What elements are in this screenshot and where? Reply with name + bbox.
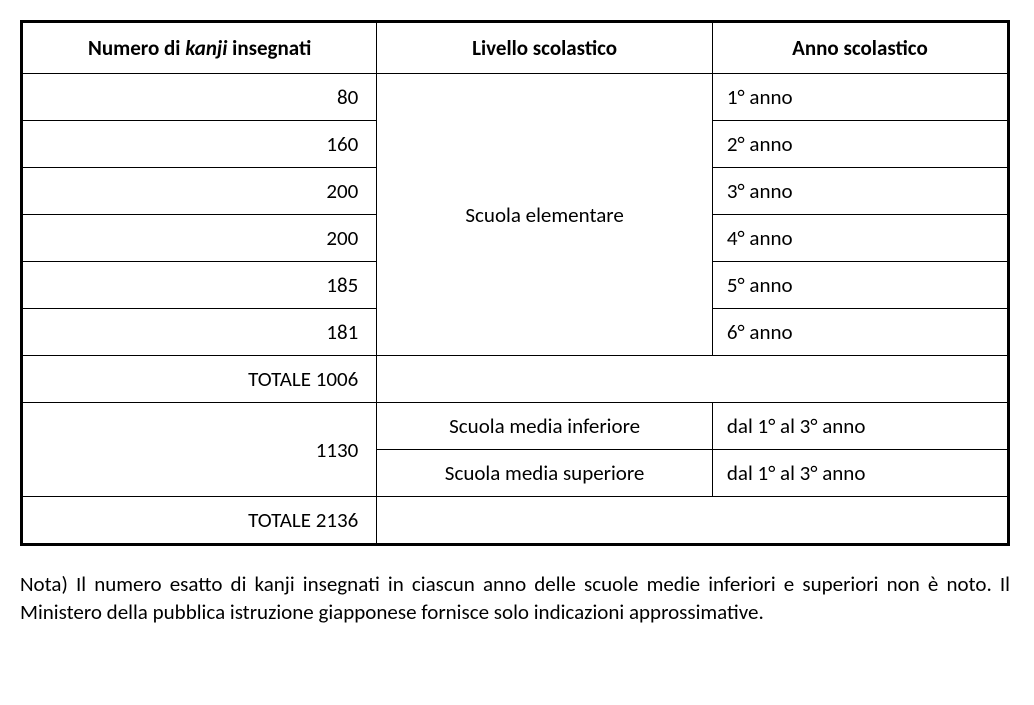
header-year: Anno scolastico (712, 22, 1008, 74)
school-year: 4° anno (712, 215, 1008, 262)
table-row: 1130 Scuola media inferiore dal 1° al 3°… (22, 403, 1009, 450)
empty-cell (377, 356, 1009, 403)
empty-cell (377, 497, 1009, 545)
level-middle-lower: Scuola media inferiore (377, 403, 713, 450)
subtotal-row: TOTALE 1006 (22, 356, 1009, 403)
kanji-count-middle: 1130 (22, 403, 377, 497)
kanji-table: Numero di kanji insegnati Livello scolas… (20, 20, 1010, 546)
school-year: 2° anno (712, 121, 1008, 168)
grandtotal-row: TOTALE 2136 (22, 497, 1009, 545)
school-year: 3° anno (712, 168, 1008, 215)
school-year: 1° anno (712, 74, 1008, 121)
kanji-count: 200 (22, 168, 377, 215)
header-kanji: Numero di kanji insegnati (22, 22, 377, 74)
kanji-count: 80 (22, 74, 377, 121)
kanji-count: 181 (22, 309, 377, 356)
grand-total: TOTALE 2136 (22, 497, 377, 545)
footnote: Nota) Il numero esatto di kanji insegnat… (20, 570, 1010, 627)
header-kanji-prefix: Numero di (88, 35, 185, 61)
level-elementary: Scuola elementare (377, 74, 713, 356)
header-kanji-suffix: insegnati (227, 35, 311, 61)
school-year: dal 1° al 3° anno (712, 403, 1008, 450)
school-year: 6° anno (712, 309, 1008, 356)
header-level: Livello scolastico (377, 22, 713, 74)
header-row: Numero di kanji insegnati Livello scolas… (22, 22, 1009, 74)
header-kanji-italic: kanji (185, 35, 227, 61)
kanji-count: 200 (22, 215, 377, 262)
school-year: dal 1° al 3° anno (712, 450, 1008, 497)
school-year: 5° anno (712, 262, 1008, 309)
level-middle-upper: Scuola media superiore (377, 450, 713, 497)
elementary-total: TOTALE 1006 (22, 356, 377, 403)
kanji-count: 185 (22, 262, 377, 309)
table-row: 80 Scuola elementare 1° anno (22, 74, 1009, 121)
kanji-count: 160 (22, 121, 377, 168)
